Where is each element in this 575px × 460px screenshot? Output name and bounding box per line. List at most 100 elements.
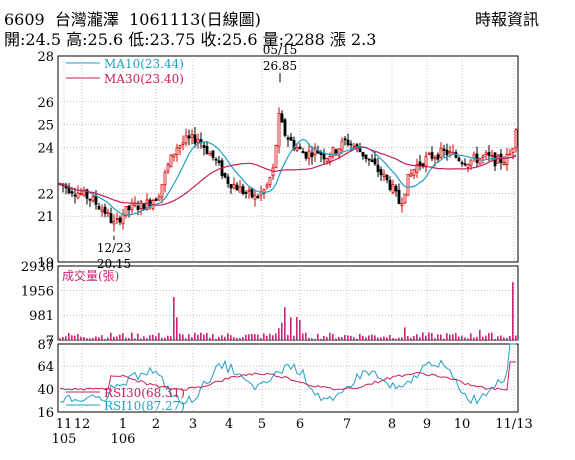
volume-bar — [302, 333, 304, 340]
volume-bar — [290, 317, 292, 340]
volume-bar — [215, 338, 217, 340]
x-tick-label: 1 — [119, 417, 127, 432]
volume-bar — [152, 334, 154, 340]
volume-bar — [266, 335, 268, 340]
volume-bar — [395, 338, 397, 340]
volume-bar — [389, 334, 391, 340]
price-candle-body — [136, 205, 140, 210]
x-tick-label: 5 — [258, 417, 266, 432]
price-candle-body — [445, 149, 449, 156]
price-candle-body — [127, 205, 131, 211]
volume-bar — [98, 337, 100, 340]
price-candle-body — [421, 163, 425, 167]
stock-name: 台灣瀧澤 — [54, 10, 119, 29]
price-candle-body — [145, 199, 149, 210]
price-candle-body — [238, 186, 242, 193]
volume-bar — [68, 333, 70, 340]
price-candle-body — [397, 189, 401, 204]
price-candle-body — [466, 163, 470, 168]
volume-bar — [257, 334, 259, 340]
volume-bar — [95, 336, 97, 340]
price-candle-body — [400, 203, 404, 207]
volume-bar — [140, 338, 142, 340]
volume-bar — [332, 334, 334, 340]
volume-bar — [380, 337, 382, 340]
chart-header-line2: 開:24.5 高:25.6 低:23.75 收:25.6 量:2288 漲 2.… — [4, 26, 376, 50]
volume-bar — [506, 338, 508, 340]
price-candle-body — [391, 184, 395, 193]
x-tick-year: 106 — [111, 432, 136, 447]
volume-bar — [179, 333, 181, 340]
price-y-tick: 22 — [37, 187, 54, 202]
x-tick-label: 10 — [454, 417, 471, 432]
volume-bar — [167, 335, 169, 340]
price-candle-body — [457, 157, 461, 162]
price-candle-body — [253, 194, 257, 200]
price-candle-body — [148, 199, 152, 207]
price-candle-body — [235, 184, 239, 191]
volume-bar — [488, 333, 490, 340]
price-candle-body — [295, 147, 299, 151]
volume-bar — [356, 338, 358, 340]
volume-bar — [341, 337, 343, 340]
price-candle-body — [124, 206, 128, 217]
close-price: 收:25.6 — [200, 30, 258, 49]
volume-bar — [80, 336, 82, 340]
volume-bar — [116, 336, 118, 340]
price-candle-body — [79, 192, 83, 195]
volume-bar — [350, 335, 352, 340]
price-candle-body — [409, 173, 413, 177]
price-candle-body — [196, 139, 200, 143]
ma30-legend-label: MA30(23.40) — [104, 72, 184, 86]
price-candle-body — [460, 162, 464, 165]
price-candle-body — [418, 161, 422, 166]
volume-bar — [131, 332, 133, 340]
price-candle-body — [280, 113, 284, 123]
volume-bar — [281, 322, 283, 340]
volume-bar — [320, 338, 322, 340]
volume-bar — [413, 335, 415, 340]
price-candle-body — [514, 129, 518, 149]
volume-bar — [218, 336, 220, 340]
volume-bar — [458, 336, 460, 340]
price-candle-body — [376, 164, 380, 173]
stock-code: 6609 — [4, 10, 45, 29]
price-candle-body — [406, 174, 410, 196]
price-candle-body — [208, 152, 212, 156]
data-source: 時報資訊 — [474, 10, 539, 29]
volume-bar — [230, 335, 232, 340]
price-candle-body — [358, 148, 362, 153]
price-candle-body — [349, 143, 353, 146]
price-candle-body — [169, 154, 173, 168]
volume-bar — [305, 332, 307, 340]
volume-bar — [449, 334, 451, 340]
price-candle-body — [361, 151, 365, 157]
volume-bar — [77, 333, 79, 340]
price-candle-body — [262, 189, 266, 194]
volume-bar — [275, 333, 277, 340]
price-candle-body — [223, 172, 227, 178]
volume-bar — [287, 334, 289, 340]
volume-bar — [452, 334, 454, 340]
volume-bar — [200, 332, 202, 340]
price-candle-body — [190, 134, 194, 139]
volume-bar — [344, 334, 346, 340]
volume-bar — [485, 335, 487, 340]
volume-bar — [515, 335, 517, 340]
volume-bar — [383, 336, 385, 340]
price-candle-body — [307, 150, 311, 159]
price-candle-body — [394, 185, 398, 192]
volume-bar — [233, 337, 235, 340]
price-candle-body — [85, 189, 89, 199]
price-candle-body — [226, 176, 230, 184]
volume-bar — [512, 282, 514, 340]
price-candle-body — [346, 139, 350, 146]
price-y-tick: 19 — [37, 256, 54, 271]
price-candle-body — [109, 213, 113, 223]
volume-bar — [323, 335, 325, 340]
price-candle-body — [379, 169, 383, 176]
price-candle-body — [484, 152, 488, 155]
volume-bar — [473, 337, 475, 340]
price-candle-body — [433, 157, 437, 160]
volume-bar — [245, 334, 247, 340]
